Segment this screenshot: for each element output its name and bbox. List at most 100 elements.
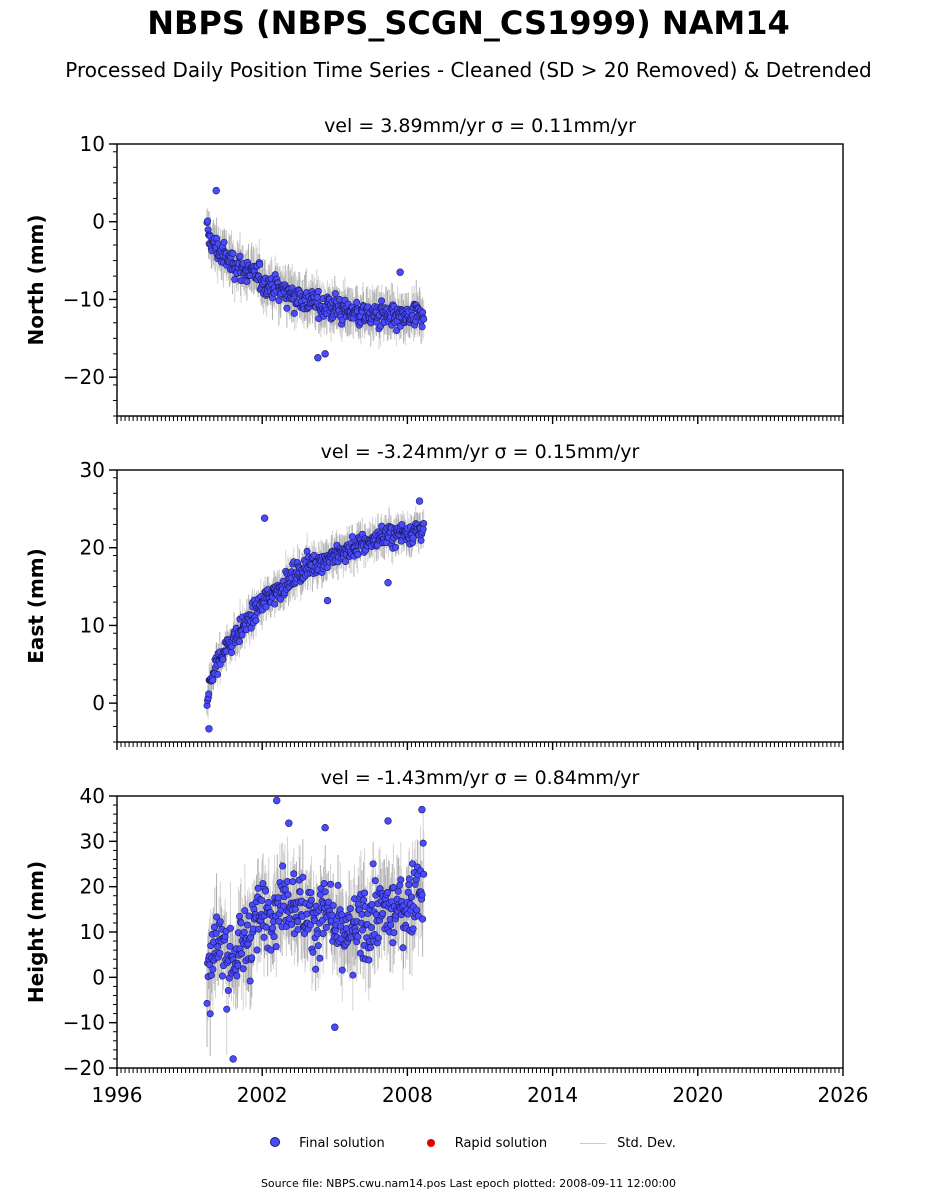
- data-point: [218, 972, 226, 980]
- data-point: [407, 893, 415, 901]
- legend-final-label: Final solution: [299, 1136, 385, 1151]
- data-point: [283, 304, 291, 312]
- data-point: [365, 956, 373, 964]
- data-point: [368, 924, 376, 932]
- data-point: [219, 656, 227, 664]
- data-point: [233, 972, 241, 980]
- subtitle: Processed Daily Position Time Series - C…: [65, 58, 872, 82]
- ytick-label: 30: [80, 458, 105, 482]
- data-point: [369, 860, 377, 868]
- data-point: [209, 965, 217, 973]
- data-point: [415, 497, 424, 505]
- data-point: [279, 862, 287, 870]
- xtick-label: 2020: [672, 1083, 723, 1107]
- data-point: [243, 277, 251, 285]
- data-point: [275, 917, 283, 925]
- legend-stddev-marker: [580, 1143, 607, 1144]
- data-point: [338, 966, 346, 974]
- data-point: [379, 910, 387, 918]
- data-point: [327, 880, 335, 888]
- data-point: [418, 891, 426, 899]
- data-point: [409, 860, 417, 868]
- data-point: [288, 920, 296, 928]
- legend-stddev-label: Std. Dev.: [617, 1136, 676, 1151]
- data-point: [371, 877, 379, 885]
- data-point: [389, 939, 397, 947]
- data-point: [387, 921, 395, 929]
- ylabel-height: Height (mm): [24, 861, 48, 1003]
- data-point: [361, 889, 369, 897]
- data-point: [226, 942, 234, 950]
- ytick-label: 0: [92, 965, 105, 989]
- xtick-label: 2014: [527, 1083, 578, 1107]
- data-point: [234, 962, 242, 970]
- ylabel-east: East (mm): [24, 548, 48, 664]
- ytick-label: 0: [92, 210, 105, 234]
- data-point: [319, 930, 327, 938]
- data-point: [229, 249, 237, 257]
- data-point: [216, 918, 224, 926]
- data-point: [285, 819, 293, 827]
- data-point: [254, 884, 262, 892]
- data-point: [420, 519, 428, 527]
- ytick-label: −10: [63, 1011, 105, 1035]
- ytick-label: 30: [80, 829, 105, 853]
- data-point: [321, 888, 329, 896]
- data-point: [296, 888, 304, 896]
- ytick-label: 0: [92, 691, 105, 715]
- data-point: [213, 913, 221, 921]
- panel-north: vel = 3.89mm/yr σ = 0.11mm/yr North (mm) 1…: [24, 115, 844, 424]
- data-point: [331, 290, 339, 298]
- ytick-label: 10: [80, 132, 105, 156]
- data-point: [314, 942, 322, 950]
- data-point: [312, 965, 320, 973]
- data-point: [214, 670, 222, 678]
- data-point: [262, 603, 270, 611]
- data-point: [272, 943, 280, 951]
- data-point: [228, 649, 236, 657]
- data-point: [239, 965, 247, 973]
- ylabel-north: North (mm): [24, 214, 48, 345]
- data-point: [226, 924, 234, 932]
- data-point: [341, 558, 349, 566]
- data-point: [252, 616, 260, 624]
- data-point: [294, 926, 302, 934]
- data-point: [396, 268, 404, 276]
- data-point: [354, 551, 362, 559]
- data-point: [262, 923, 270, 931]
- plot-area-height: [203, 796, 428, 1063]
- data-point: [204, 217, 212, 225]
- data-point: [349, 971, 357, 979]
- data-point: [260, 933, 268, 941]
- data-point: [286, 915, 294, 923]
- data-point: [417, 536, 425, 544]
- data-point: [205, 690, 213, 698]
- data-point: [316, 954, 324, 962]
- data-point: [329, 902, 337, 910]
- data-point: [203, 999, 211, 1007]
- legend-item-final: Final solution: [261, 1136, 385, 1151]
- ytick-label: 20: [80, 536, 105, 560]
- data-point: [313, 293, 321, 301]
- data-point: [291, 905, 299, 913]
- data-point: [236, 638, 244, 646]
- data-point: [246, 977, 254, 985]
- data-point: [323, 596, 332, 605]
- data-point: [212, 186, 220, 195]
- data-point: [224, 987, 232, 995]
- xtick-label: 1996: [92, 1083, 143, 1107]
- panel-east: vel = -3.24mm/yr σ = 0.15mm/yr East (mm) 3…: [24, 441, 844, 750]
- legend-rapid-marker: [426, 1139, 435, 1147]
- chart-figure: vel = 3.89mm/yr σ = 0.11mm/yr North (mm) 1…: [24, 115, 868, 1107]
- ytick-label: 10: [80, 920, 105, 944]
- data-point: [273, 796, 281, 805]
- data-point: [270, 933, 278, 941]
- data-point: [212, 929, 220, 937]
- data-point: [321, 350, 329, 358]
- data-point: [346, 905, 354, 913]
- data-point: [258, 897, 266, 905]
- data-point: [384, 817, 392, 825]
- data-point: [384, 578, 392, 587]
- plot-area-east: [203, 497, 428, 733]
- data-point: [331, 1023, 339, 1031]
